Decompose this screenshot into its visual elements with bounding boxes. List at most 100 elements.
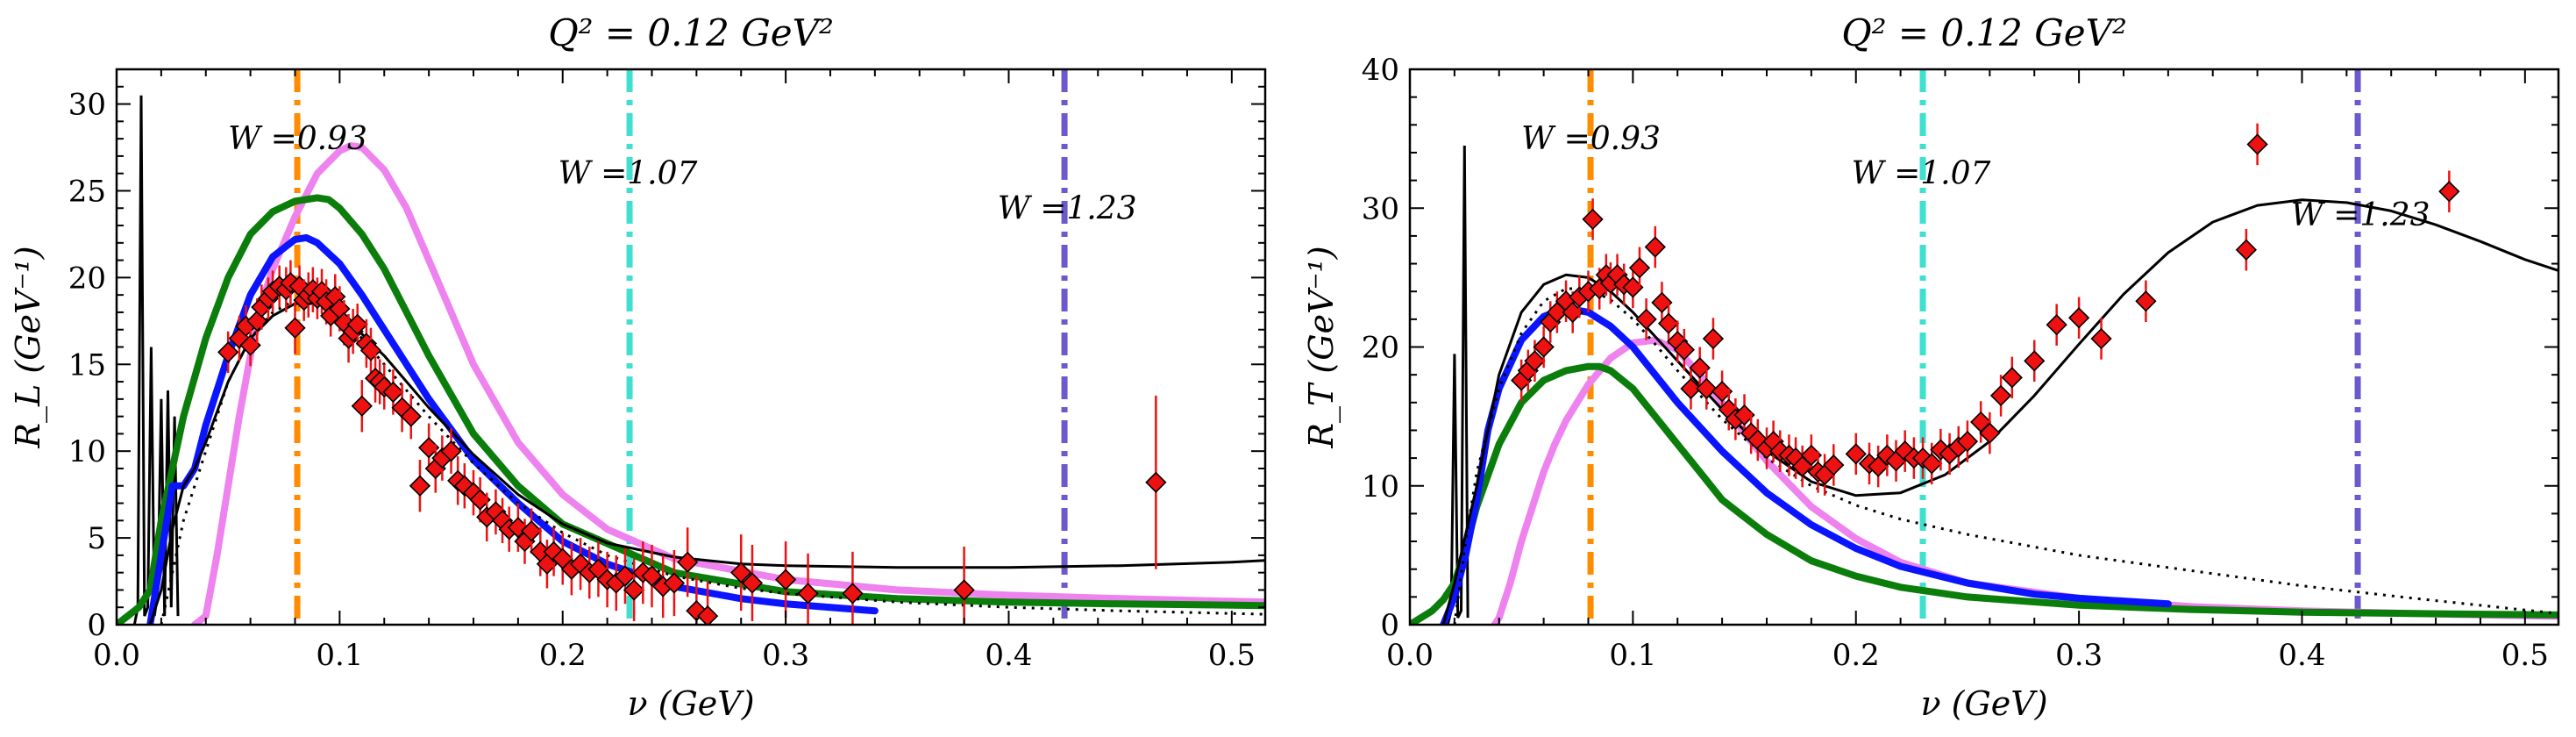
curve-black-solid bbox=[1441, 198, 2558, 625]
data-point bbox=[1845, 433, 1867, 476]
data-marker bbox=[1533, 336, 1555, 358]
data-point bbox=[1989, 375, 2012, 417]
data-point bbox=[663, 549, 686, 617]
y-tick-label: 30 bbox=[1362, 191, 1399, 226]
data-point bbox=[1733, 394, 1755, 436]
data-marker bbox=[1696, 377, 1718, 400]
w-label: W =1.07 bbox=[1852, 156, 1991, 192]
data-marker bbox=[351, 395, 373, 417]
data-marker bbox=[1582, 208, 1604, 231]
ticks bbox=[116, 68, 1265, 626]
data-marker bbox=[2024, 350, 2046, 372]
data-point bbox=[2235, 228, 2258, 271]
data-marker bbox=[217, 341, 239, 363]
data-point bbox=[1696, 368, 1718, 410]
x-tick-label: 0.4 bbox=[2278, 638, 2325, 673]
data-point bbox=[696, 581, 719, 625]
data-marker bbox=[1979, 422, 2001, 444]
panel-rl: 0.0 0.1 0.2 0.3 0.4 0.5 0 5 10 15 20 25 30 W =0.93 W =… bbox=[9, 11, 1267, 723]
x-tick-label: 0.3 bbox=[2055, 638, 2103, 673]
y-tick-label: 40 bbox=[1362, 53, 1399, 88]
data-marker bbox=[641, 565, 663, 587]
data-point bbox=[351, 380, 373, 433]
data-marker bbox=[2246, 133, 2268, 155]
data-marker bbox=[1651, 291, 1673, 313]
data-point bbox=[1651, 282, 1673, 324]
data-point bbox=[2024, 340, 2046, 383]
data-point bbox=[774, 541, 797, 619]
x-tick-label: 0.1 bbox=[1609, 638, 1656, 673]
data-marker bbox=[2046, 314, 2067, 336]
y-tick-label: 20 bbox=[68, 261, 106, 296]
data-marker bbox=[677, 551, 699, 573]
data-point bbox=[797, 553, 819, 625]
chart-title: Q² = 0.12 GeV² bbox=[1841, 11, 2127, 54]
data-marker bbox=[623, 579, 645, 601]
x-tick-label: 0.5 bbox=[2501, 638, 2549, 673]
data-point bbox=[1979, 411, 2001, 454]
y-tick-label: 5 bbox=[87, 521, 106, 556]
data-marker bbox=[842, 583, 864, 605]
data-point bbox=[730, 534, 752, 612]
x-tick-label: 0.1 bbox=[316, 638, 363, 673]
y-tick-label: 0 bbox=[87, 608, 106, 643]
data-marker bbox=[2067, 307, 2090, 329]
y-tick-label: 10 bbox=[68, 434, 106, 469]
plot-area bbox=[117, 69, 1265, 625]
data-marker bbox=[409, 475, 431, 497]
x-tick-label: 0.5 bbox=[1208, 638, 1256, 673]
data-point bbox=[1145, 395, 1167, 569]
data-marker bbox=[1689, 357, 1711, 379]
y-tick-label: 15 bbox=[68, 347, 106, 383]
w-label: W =1.23 bbox=[998, 190, 1137, 226]
data-point bbox=[1823, 444, 1845, 486]
y-tick-label: 25 bbox=[68, 174, 106, 209]
data-marker bbox=[1628, 257, 1651, 279]
data-marker bbox=[774, 569, 797, 590]
chart-title: Q² = 0.12 GeV² bbox=[548, 11, 834, 54]
data-point bbox=[1635, 298, 1657, 340]
data-point bbox=[284, 302, 306, 354]
plot-area bbox=[1410, 69, 2558, 625]
ticks bbox=[1409, 68, 2558, 626]
data-marker bbox=[953, 579, 975, 601]
data-marker bbox=[400, 405, 422, 427]
x-tick-label: 0.3 bbox=[762, 638, 809, 673]
x-axis-label: ν (GeV) bbox=[1920, 684, 2047, 723]
data-point bbox=[1711, 370, 1733, 412]
data-marker bbox=[741, 572, 764, 594]
data-point bbox=[239, 324, 261, 367]
w-label: W =0.93 bbox=[228, 121, 367, 157]
curve-black-dotted bbox=[1453, 287, 2558, 625]
data-point bbox=[1956, 420, 1979, 462]
data-marker bbox=[1989, 384, 2012, 407]
data-marker bbox=[1524, 350, 1546, 372]
data-point bbox=[623, 558, 645, 622]
data-point bbox=[217, 331, 239, 374]
data-point bbox=[2046, 304, 2067, 346]
data-point bbox=[1644, 225, 1666, 268]
curve-violet bbox=[1491, 336, 2558, 625]
x-tick-label: 0.4 bbox=[985, 638, 1032, 673]
data-marker bbox=[2235, 239, 2258, 261]
data-marker bbox=[1145, 471, 1167, 493]
data-point bbox=[641, 545, 663, 608]
data-marker bbox=[797, 583, 819, 605]
data-marker bbox=[1680, 377, 1702, 400]
data-marker bbox=[1845, 443, 1867, 465]
data-marker bbox=[520, 520, 543, 542]
data-point bbox=[520, 508, 543, 554]
data-marker bbox=[696, 605, 719, 625]
data-marker bbox=[2438, 181, 2460, 203]
data-point bbox=[1673, 328, 1696, 371]
x-tick-label: 0.2 bbox=[539, 638, 587, 673]
x-tick-label: 0.2 bbox=[1832, 638, 1880, 673]
data-point bbox=[2246, 123, 2268, 166]
data-point bbox=[2001, 356, 2023, 399]
y-tick-label: 0 bbox=[1380, 608, 1399, 643]
data-marker bbox=[730, 562, 752, 583]
data-marker bbox=[614, 565, 637, 587]
data-point bbox=[2135, 280, 2157, 323]
data-marker bbox=[440, 440, 462, 462]
y-axis-label: R_T (GeV⁻¹) bbox=[1302, 246, 1341, 448]
